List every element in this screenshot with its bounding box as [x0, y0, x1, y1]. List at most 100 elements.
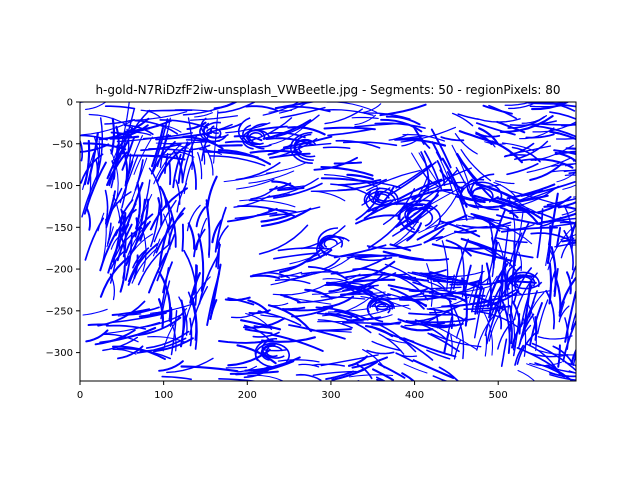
- x-tick-label: 200: [238, 390, 257, 401]
- streamline: [272, 182, 323, 199]
- streamline: [552, 345, 574, 364]
- streamline: [127, 243, 159, 286]
- streamline: [114, 227, 142, 258]
- streamline: [363, 112, 411, 120]
- streamline: [408, 287, 429, 293]
- streamline: [284, 306, 306, 310]
- streamline: [412, 359, 455, 379]
- streamline: [407, 271, 447, 282]
- streamline: [566, 271, 572, 295]
- streamline: [160, 267, 170, 309]
- streamline: [209, 299, 218, 321]
- streamline: [366, 243, 422, 250]
- streamline: [342, 141, 398, 147]
- streamline: [227, 348, 271, 367]
- streamline: [394, 137, 422, 141]
- streamline: [106, 226, 114, 248]
- streamline: [252, 331, 280, 338]
- streamline: [545, 243, 550, 266]
- streamline-curl: [363, 187, 399, 206]
- streamline: [536, 208, 544, 259]
- streamline: [556, 171, 576, 183]
- streamline: [537, 299, 549, 335]
- streamline: [553, 267, 559, 293]
- streamline: [275, 114, 320, 138]
- streamline: [509, 305, 512, 333]
- streamline: [529, 163, 562, 181]
- streamline: [408, 312, 455, 316]
- streamline: [431, 243, 488, 250]
- streamline: [560, 233, 576, 240]
- streamline: [546, 225, 552, 265]
- streamline: [125, 220, 151, 266]
- streamline: [425, 227, 445, 243]
- streamline: [197, 233, 205, 292]
- streamline: [400, 325, 434, 332]
- streamline: [420, 167, 473, 193]
- streamline: [347, 355, 369, 367]
- streamline: [85, 329, 109, 343]
- streamline: [185, 139, 208, 143]
- streamline: [424, 294, 457, 301]
- streamline: [468, 204, 506, 209]
- streamline: [120, 208, 127, 258]
- streamline: [189, 286, 209, 336]
- streamline: [115, 125, 120, 162]
- streamline: [279, 185, 305, 189]
- streamline: [367, 216, 405, 249]
- streamline: [186, 204, 201, 232]
- streamline: [494, 236, 528, 244]
- streamline: [121, 136, 135, 171]
- streamline: [248, 170, 295, 184]
- streamline: [88, 113, 137, 132]
- streamline: [389, 243, 412, 252]
- streamline: [491, 198, 526, 213]
- streamline: [499, 189, 544, 207]
- streamline: [163, 213, 171, 250]
- streamline: [345, 178, 401, 189]
- streamline: [158, 271, 172, 322]
- streamline: [195, 206, 207, 228]
- streamline: [217, 148, 271, 166]
- streamline-curl: [199, 127, 227, 143]
- streamline: [311, 288, 357, 295]
- streamline: [135, 181, 142, 230]
- streamline: [467, 241, 495, 256]
- streamline: [441, 240, 449, 291]
- streamline: [134, 119, 178, 135]
- streamline: [98, 117, 150, 141]
- streamline: [121, 153, 132, 209]
- streamline: [545, 289, 556, 330]
- streamline: [392, 274, 429, 301]
- streamline: [97, 140, 101, 167]
- streamline: [244, 117, 293, 143]
- streamline: [396, 353, 418, 358]
- streamline: [245, 105, 279, 112]
- streamline: [262, 102, 300, 116]
- streamline: [104, 119, 135, 125]
- streamline: [269, 182, 292, 191]
- streamline: [426, 349, 451, 360]
- streamline: [478, 127, 499, 145]
- streamline: [214, 206, 227, 253]
- streamline: [355, 191, 383, 221]
- streamline-curl: [247, 123, 267, 150]
- streamline: [385, 115, 421, 126]
- streamline: [411, 188, 453, 201]
- streamline: [388, 133, 409, 141]
- streamline: [213, 102, 239, 110]
- streamline: [188, 144, 211, 151]
- streamline: [322, 146, 351, 150]
- streamline: [202, 150, 259, 159]
- streamline: [124, 160, 134, 184]
- streamline: [502, 268, 507, 297]
- streamline: [476, 313, 496, 351]
- streamline: [258, 224, 309, 255]
- streamline: [355, 214, 400, 225]
- streamline: [481, 275, 498, 313]
- streamline: [275, 102, 317, 110]
- streamline: [397, 176, 429, 216]
- streamline: [198, 254, 219, 305]
- streamline: [317, 320, 364, 323]
